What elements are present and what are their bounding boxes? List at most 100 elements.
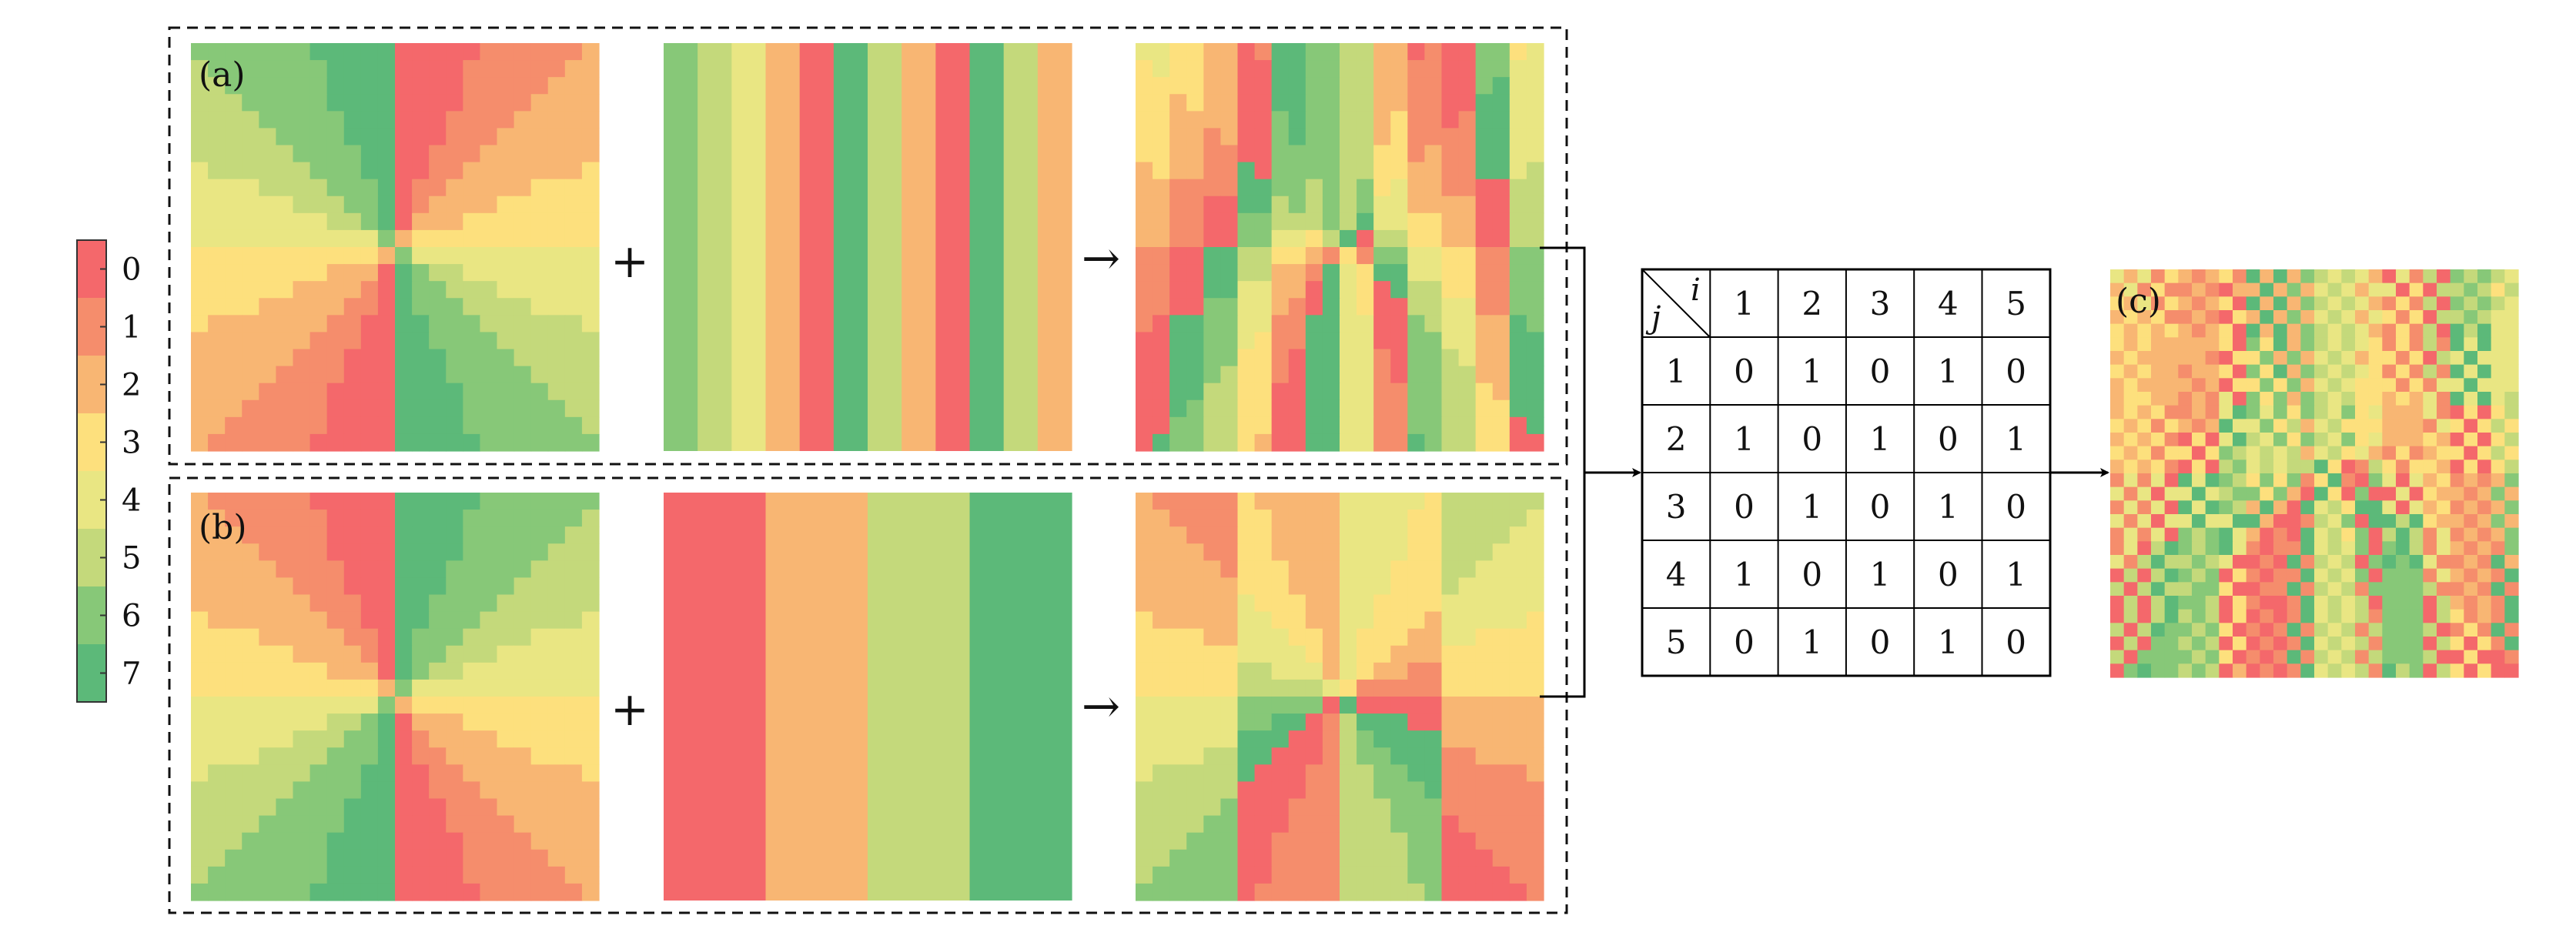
phase-pixel bbox=[2246, 405, 2260, 419]
phase-pixel bbox=[2355, 623, 2370, 637]
phase-pixel bbox=[412, 832, 430, 850]
phase-pixel bbox=[1186, 349, 1204, 367]
phase-pixel bbox=[2423, 364, 2437, 379]
phase-pixel bbox=[446, 247, 463, 265]
phase-pixel bbox=[2219, 555, 2233, 570]
phase-pixel bbox=[2260, 582, 2274, 596]
phase-pixel bbox=[1153, 366, 1170, 384]
phase-pixel bbox=[1254, 543, 1273, 561]
phase-pixel bbox=[1305, 111, 1323, 129]
phase-pixel bbox=[2341, 269, 2356, 284]
phase-pixel bbox=[2314, 269, 2329, 284]
phase-pixel bbox=[2327, 378, 2342, 393]
phase-pixel bbox=[360, 212, 379, 231]
phase-pixel bbox=[1390, 781, 1408, 800]
phase-pixel bbox=[463, 543, 481, 561]
phase-pixel bbox=[2423, 623, 2437, 637]
phase-pixel bbox=[514, 493, 532, 510]
phase-pixel bbox=[480, 866, 498, 884]
phase-pixel bbox=[1492, 866, 1510, 884]
phase-pixel bbox=[276, 832, 294, 850]
phase-pixel bbox=[564, 697, 583, 714]
phase-pixel bbox=[1203, 645, 1222, 663]
phase-pixel bbox=[1153, 383, 1170, 401]
phase-pixel bbox=[1509, 815, 1527, 834]
phase-pixel bbox=[1526, 510, 1544, 527]
phase-pixel bbox=[2287, 459, 2301, 474]
colorbar-tick-label: 2 bbox=[122, 368, 141, 403]
group-box-a bbox=[168, 26, 1568, 466]
phase-pixel bbox=[1357, 179, 1374, 197]
phase-pixel bbox=[2423, 596, 2437, 610]
phase-pixel bbox=[1203, 247, 1222, 265]
phase-pixel bbox=[2409, 609, 2424, 623]
phase-pixel bbox=[1254, 526, 1273, 544]
phase-pixel bbox=[463, 111, 481, 129]
phase-pixel bbox=[2260, 596, 2274, 610]
phase-pixel bbox=[395, 560, 413, 579]
phase-pixel bbox=[191, 679, 209, 697]
phase-pixel bbox=[1305, 179, 1323, 197]
phase-pixel bbox=[514, 662, 532, 680]
phase-pixel bbox=[2327, 337, 2342, 352]
phase-pixel bbox=[395, 60, 413, 78]
phase-pixel bbox=[293, 628, 311, 647]
phase-pixel bbox=[1407, 798, 1426, 817]
phase-pixel bbox=[1271, 662, 1290, 680]
phase-pixel bbox=[1220, 849, 1239, 867]
phase-pixel bbox=[276, 264, 294, 282]
phase-pixel bbox=[1526, 383, 1544, 401]
phase-pixel bbox=[1492, 128, 1510, 146]
phase-pixel bbox=[208, 195, 226, 214]
phase-pixel bbox=[2368, 459, 2383, 474]
phase-pixel bbox=[259, 730, 277, 748]
phase-pixel bbox=[259, 43, 277, 61]
phase-pixel bbox=[2260, 623, 2274, 637]
phase-pixel bbox=[1390, 349, 1408, 367]
phase-pixel bbox=[412, 526, 430, 544]
phase-pixel bbox=[225, 815, 243, 834]
phase-pixel bbox=[360, 315, 379, 333]
phase-pixel bbox=[1424, 229, 1443, 248]
phase-pixel bbox=[395, 764, 413, 783]
phase-pixel bbox=[2382, 351, 2397, 366]
phase-pixel bbox=[2409, 446, 2424, 460]
phase-pixel bbox=[2437, 596, 2451, 610]
phase-pixel bbox=[547, 433, 566, 452]
phase-pixel bbox=[1136, 697, 1153, 714]
phase-pixel bbox=[1288, 697, 1306, 714]
phase-pixel bbox=[1322, 645, 1340, 663]
phase-pixel bbox=[1322, 849, 1340, 867]
phase-pixel bbox=[1390, 543, 1408, 561]
phase-pixel bbox=[1390, 645, 1408, 663]
phase-pixel bbox=[2491, 296, 2505, 311]
phase-pixel bbox=[309, 781, 328, 800]
phase-pixel bbox=[2464, 405, 2478, 419]
phase-pixel bbox=[191, 849, 209, 867]
phase-pixel bbox=[1492, 383, 1510, 401]
phase-pixel bbox=[2437, 663, 2451, 678]
phase-pixel bbox=[1458, 510, 1477, 527]
phase-pixel bbox=[1186, 781, 1204, 800]
phase-pixel bbox=[309, 730, 328, 748]
phase-pixel bbox=[309, 195, 328, 214]
phase-pixel bbox=[1492, 94, 1510, 112]
phase-pixel bbox=[1407, 781, 1426, 800]
phase-pixel bbox=[208, 383, 226, 401]
phase-pixel bbox=[480, 815, 498, 834]
phase-pixel bbox=[429, 679, 447, 697]
phase-pixel bbox=[259, 416, 277, 435]
phase-pixel bbox=[1153, 493, 1170, 510]
phase-pixel bbox=[547, 162, 566, 180]
phase-pixel bbox=[276, 315, 294, 333]
phase-pixel bbox=[276, 195, 294, 214]
phase-pixel bbox=[1288, 713, 1306, 731]
phase-pixel bbox=[2260, 486, 2274, 501]
phase-pixel bbox=[547, 510, 566, 527]
phase-pixel bbox=[1340, 212, 1357, 231]
phase-pixel bbox=[2192, 378, 2206, 393]
phase-pixel bbox=[1237, 60, 1256, 78]
phase-pixel bbox=[1373, 628, 1391, 647]
phase-pixel bbox=[2300, 446, 2315, 460]
phase-pixel bbox=[1458, 315, 1477, 333]
